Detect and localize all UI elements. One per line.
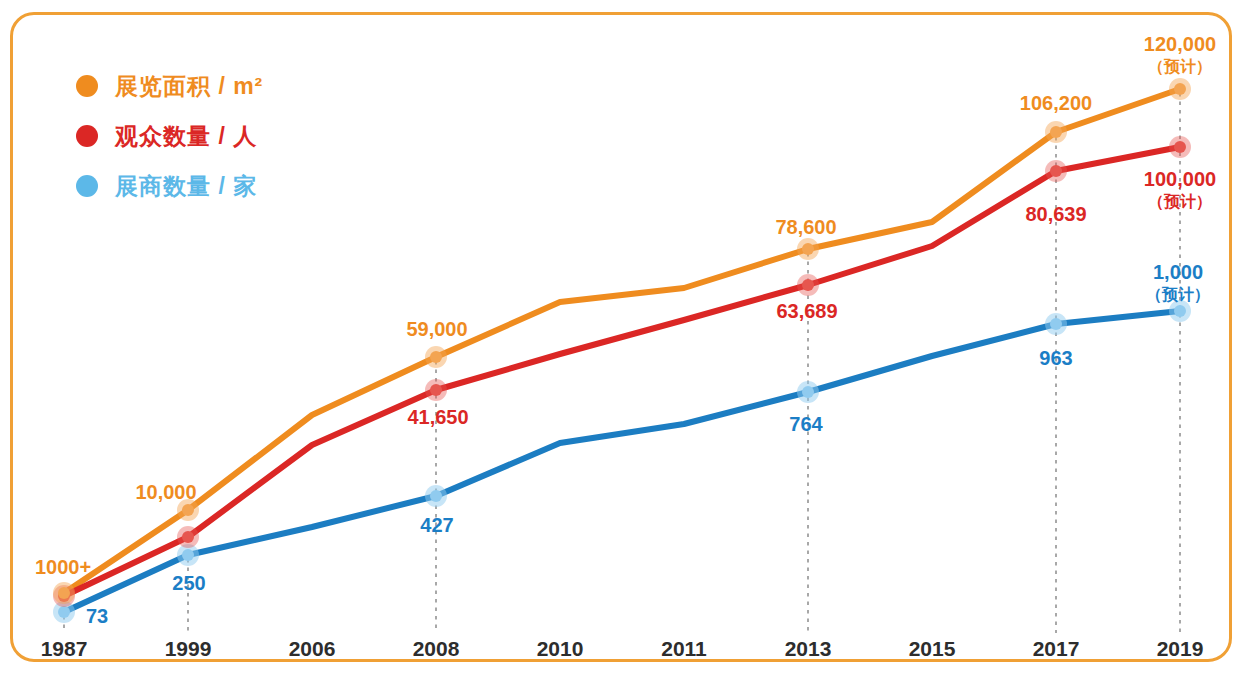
x-axis-year: 2017 [1033, 637, 1080, 661]
data-point [182, 504, 194, 516]
x-axis-year: 2010 [537, 637, 584, 661]
x-axis-year: 1987 [41, 637, 88, 661]
data-label: 78,600 [775, 216, 836, 238]
data-point [802, 279, 814, 291]
data-label: 250 [172, 572, 205, 594]
legend-dot-red-icon [76, 125, 98, 147]
data-label: 80,639 [1025, 203, 1086, 225]
data-label: 120,000（预计） [1144, 33, 1216, 77]
legend-dot-orange-icon [76, 75, 98, 97]
legend-item-visitor-count: 观众数量 / 人 [76, 118, 263, 154]
chart-legend: 展览面积 / m² 观众数量 / 人 展商数量 / 家 [76, 68, 263, 204]
legend-item-exhibitor-count: 展商数量 / 家 [76, 168, 263, 204]
predicted-note: （预计） [1144, 192, 1216, 212]
x-axis-year: 2011 [661, 637, 707, 661]
x-axis-year: 2013 [785, 637, 832, 661]
data-point [182, 531, 194, 543]
data-label: 1000+ [35, 556, 91, 578]
data-point [1050, 318, 1062, 330]
data-label: 10,000 [135, 481, 196, 503]
series-line [64, 311, 1180, 612]
data-point [58, 587, 70, 599]
data-label: 1,000（预计） [1146, 261, 1210, 305]
infographic-card: 展览面积 / m² 观众数量 / 人 展商数量 / 家 1000+ 10,000 5… [0, 0, 1252, 683]
x-axis-year: 2019 [1157, 637, 1204, 661]
data-point [430, 384, 442, 396]
data-label: 427 [420, 514, 453, 536]
legend-label-exhibitor-count: 展商数量 / 家 [115, 171, 257, 202]
data-label: 963 [1039, 347, 1072, 369]
data-point [1050, 165, 1062, 177]
data-point [182, 549, 194, 561]
x-axis-year: 2015 [909, 637, 956, 661]
x-axis-year: 2006 [289, 637, 336, 661]
data-point [1174, 305, 1186, 317]
data-point [430, 351, 442, 363]
legend-dot-blue-icon [76, 175, 98, 197]
data-label: 59,000 [406, 318, 467, 340]
legend-item-exhibition-area: 展览面积 / m² [76, 68, 263, 104]
data-point [430, 490, 442, 502]
data-point [802, 243, 814, 255]
data-label: 41,650 [407, 406, 468, 428]
data-point [1050, 126, 1062, 138]
x-axis-year: 2008 [413, 637, 460, 661]
predicted-note: （预计） [1146, 285, 1210, 305]
series-line [64, 147, 1180, 596]
predicted-note: （预计） [1144, 57, 1216, 77]
data-point [1174, 141, 1186, 153]
data-point [58, 606, 70, 618]
data-point [802, 386, 814, 398]
data-label: 764 [789, 413, 822, 435]
legend-label-exhibition-area: 展览面积 / m² [115, 71, 263, 102]
data-label: 73 [86, 605, 108, 627]
data-label: 100,000（预计） [1144, 168, 1216, 212]
legend-label-visitor-count: 观众数量 / 人 [115, 121, 257, 152]
data-label: 63,689 [776, 300, 837, 322]
x-axis-year: 1999 [165, 637, 212, 661]
data-label: 106,200 [1020, 92, 1092, 114]
data-point [1174, 83, 1186, 95]
